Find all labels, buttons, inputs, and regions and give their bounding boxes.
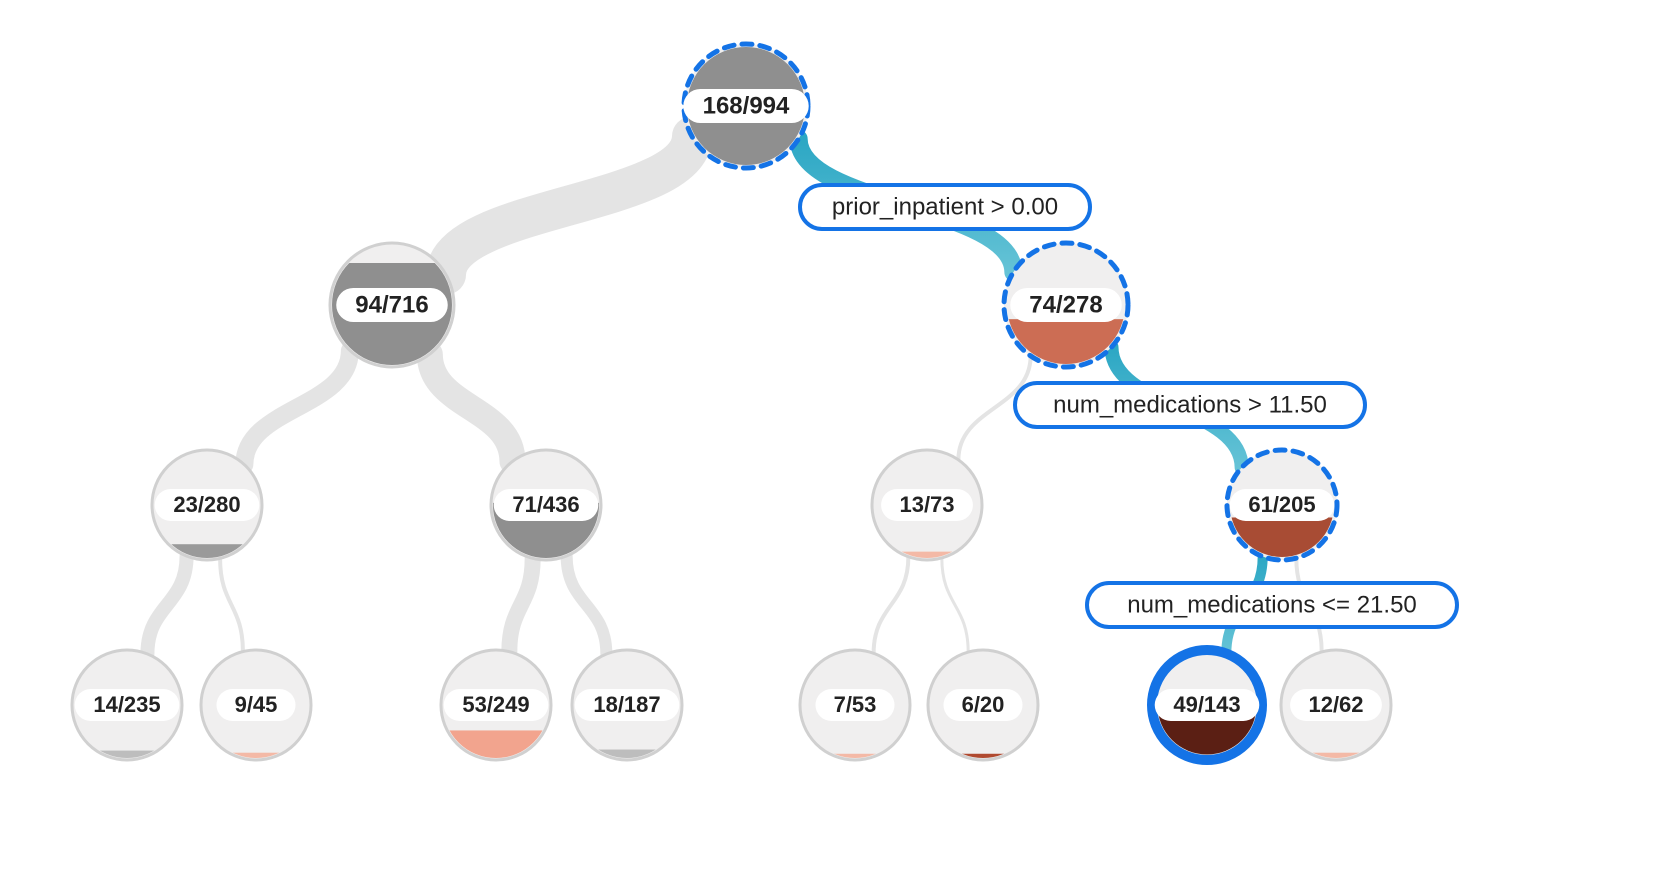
node-label: 61/205 — [1248, 492, 1315, 517]
tree-node[interactable]: 9/45 — [201, 650, 311, 760]
tree-node[interactable]: 12/62 — [1281, 650, 1391, 760]
split-condition-text: num_medications > 11.50 — [1053, 391, 1327, 418]
tree-node[interactable]: 14/235 — [72, 650, 182, 760]
node-label: 74/278 — [1029, 291, 1102, 318]
node-label: 9/45 — [235, 692, 278, 717]
tree-edge — [446, 136, 692, 274]
tree-edge — [509, 558, 532, 651]
node-label: 7/53 — [834, 692, 877, 717]
tree-edge — [430, 354, 513, 461]
node-label: 94/716 — [355, 291, 428, 318]
split-condition-label: num_medications > 11.50 — [1015, 383, 1365, 427]
node-label: 14/235 — [93, 692, 160, 717]
node-label: 23/280 — [173, 492, 240, 517]
node-label: 53/249 — [462, 692, 529, 717]
tree-node[interactable]: 53/249 — [441, 650, 551, 760]
node-label: 49/143 — [1173, 692, 1240, 717]
tree-edge — [147, 556, 186, 654]
split-condition-text: prior_inpatient > 0.00 — [832, 193, 1058, 220]
node-label: 71/436 — [512, 492, 579, 517]
tree-node[interactable]: 74/278 — [1004, 243, 1128, 367]
decision-tree-diagram: 168/994 94/716 74/278 23/280 71/436 13/73 61/2… — [0, 0, 1654, 877]
node-label: 168/994 — [703, 92, 790, 119]
node-label: 12/62 — [1308, 692, 1363, 717]
tree-node[interactable]: 6/20 — [928, 650, 1038, 760]
tree-node[interactable]: 13/73 — [872, 450, 982, 560]
split-condition-label: prior_inpatient > 0.00 — [800, 185, 1090, 229]
tree-edge — [220, 558, 243, 651]
node-label: 18/187 — [593, 692, 660, 717]
split-condition-text: num_medications <= 21.50 — [1127, 591, 1417, 618]
tree-node[interactable]: 18/187 — [572, 650, 682, 760]
tree-edge — [244, 351, 350, 465]
tree-node[interactable]: 71/436 — [491, 450, 601, 560]
split-condition-label: num_medications <= 21.50 — [1087, 583, 1457, 627]
tree-node[interactable]: 168/994 — [683, 44, 808, 168]
split-labels-layer: prior_inpatient > 0.00 num_medications > … — [800, 185, 1457, 627]
tree-node[interactable]: 61/205 — [1227, 450, 1337, 560]
tree-node[interactable]: 94/716 — [330, 243, 454, 367]
tree-edge — [942, 558, 968, 652]
tree-edge — [874, 557, 909, 654]
node-label: 6/20 — [962, 692, 1005, 717]
tree-node[interactable]: 7/53 — [800, 650, 910, 760]
tree-node[interactable]: 23/280 — [152, 450, 262, 560]
node-label: 13/73 — [899, 492, 954, 517]
tree-edge — [567, 556, 607, 654]
tree-node[interactable]: 49/143 — [1152, 650, 1262, 760]
